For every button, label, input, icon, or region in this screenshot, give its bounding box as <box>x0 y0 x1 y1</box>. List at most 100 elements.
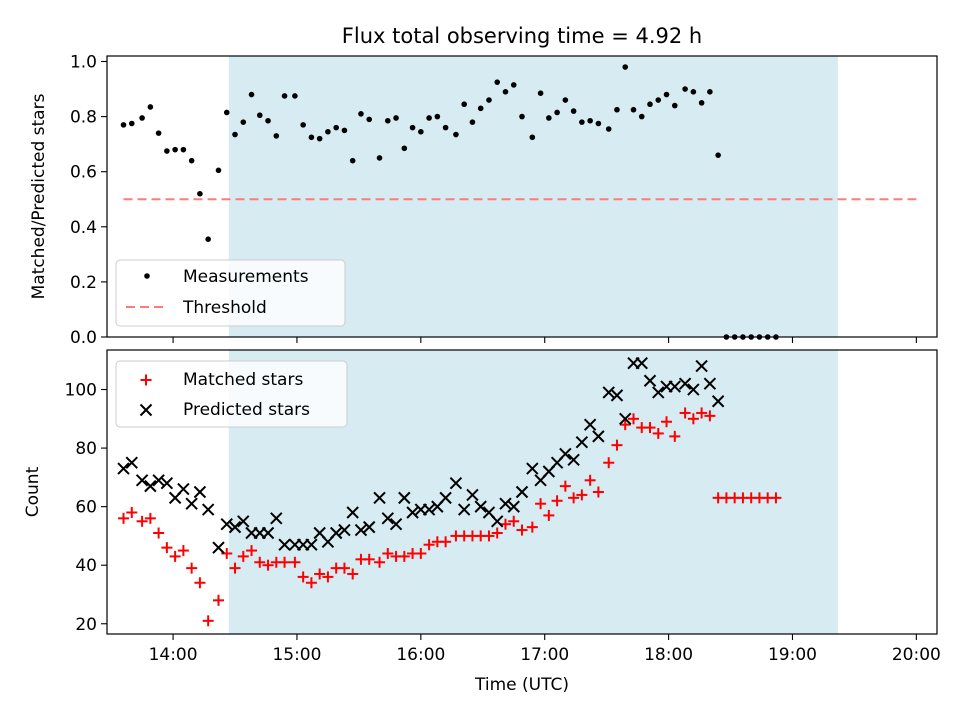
measurement-point <box>682 86 688 92</box>
measurement-point <box>409 124 416 131</box>
matched-star-point <box>423 539 435 551</box>
predicted-star-point <box>125 456 138 469</box>
top-panel: 0.0 0.2 0.4 0.6 0.8 1.0 Matched/Predicted sta… <box>29 53 938 348</box>
matched-star-point <box>696 407 708 419</box>
matched-star-point <box>153 527 165 539</box>
bottom-y-ticks: 20 40 60 80 100 <box>65 381 107 635</box>
predicted-star-point <box>144 479 157 493</box>
measurement-point <box>638 113 645 120</box>
predicted-star-point <box>439 491 452 505</box>
matched-star-point <box>126 506 138 518</box>
x-tick-label: 15:00 <box>272 645 321 665</box>
measurement-point <box>215 167 222 174</box>
measurement-point <box>401 145 408 152</box>
matched-star-point <box>543 509 555 521</box>
matched-star-point <box>483 530 495 542</box>
measurement-point <box>308 134 315 141</box>
predicted-star-point <box>398 491 411 505</box>
legend-predicted-marker <box>139 403 153 417</box>
predicted-star-point <box>237 515 250 528</box>
measurement-point <box>562 97 569 103</box>
y-tick-label: 40 <box>75 556 97 576</box>
top-legend: Measurements Threshold <box>115 259 346 327</box>
x-tick-label: 16:00 <box>396 645 445 665</box>
predicted-star-point <box>422 503 436 516</box>
measurement-point <box>671 102 678 109</box>
measurement-point <box>647 101 653 108</box>
measurement-point <box>248 91 255 98</box>
matched-star-point <box>440 536 452 548</box>
measurement-point <box>265 117 271 124</box>
matched-star-point <box>559 480 571 492</box>
matched-star-point <box>704 410 716 422</box>
predicted-star-point <box>457 503 471 516</box>
measurement-point <box>469 119 476 125</box>
y-tick-label: 20 <box>75 615 97 635</box>
measurement-point <box>273 133 280 139</box>
measurement-points <box>120 64 779 340</box>
predicted-star-point <box>160 477 174 490</box>
measurement-point <box>164 148 170 154</box>
predicted-star-point <box>389 517 403 531</box>
matched-star-point <box>177 545 189 557</box>
x-tick-label: 18:00 <box>644 645 693 665</box>
matched-star-point <box>627 413 639 425</box>
predicted-star-point <box>406 506 419 519</box>
matched-star-point <box>516 524 528 536</box>
measurement-point <box>240 119 247 125</box>
measurement-point <box>690 89 697 95</box>
measurement-point <box>434 113 441 120</box>
matched-star-point <box>279 556 291 568</box>
top-y-axis-label: Matched/Predicted stars <box>29 93 49 299</box>
y-tick-label: 0.2 <box>70 273 97 293</box>
predicted-star-point <box>449 477 463 490</box>
predicted-star-point <box>363 520 376 534</box>
matched-star-point <box>526 521 538 533</box>
measurement-point <box>442 124 449 131</box>
predicted-star-points <box>117 356 725 554</box>
matched-star-point <box>611 439 623 451</box>
top-plot-frame <box>106 55 938 338</box>
matched-star-point <box>338 562 350 574</box>
predicted-star-point <box>602 386 615 399</box>
chart-title: Flux total observing time = 4.92 h <box>342 24 702 48</box>
measurement-point <box>393 115 399 121</box>
predicted-star-point <box>559 447 572 461</box>
measurement-point <box>300 122 306 128</box>
legend-measurements-marker <box>144 273 150 279</box>
matched-star-point <box>415 547 427 559</box>
predicted-star-point <box>652 386 665 399</box>
measurement-point <box>223 109 230 116</box>
legend-plus-glyph <box>140 374 152 386</box>
measurement-point <box>128 120 135 127</box>
measurement-point <box>281 93 288 99</box>
measurement-point <box>554 109 560 116</box>
predicted-star-point <box>526 462 539 475</box>
bottom-x-ticks: 14:00 15:00 16:00 17:00 18:00 19:00 20:00 <box>149 634 941 665</box>
measurement-point <box>418 128 424 135</box>
measurement-point <box>537 90 544 96</box>
matched-star-point <box>144 512 156 524</box>
predicted-star-point <box>583 418 597 431</box>
matched-star-point <box>305 577 317 589</box>
legend-predicted-label: Predicted stars <box>183 400 310 420</box>
predicted-star-point <box>373 491 386 505</box>
y-tick-label: 100 <box>65 381 97 401</box>
predicted-star-point <box>261 526 275 540</box>
measurement-point <box>570 108 577 114</box>
matched-star-point <box>679 407 691 419</box>
matched-star-point <box>661 416 673 428</box>
y-tick-label: 0.0 <box>70 328 97 348</box>
predicted-star-point <box>668 380 681 393</box>
predicted-star-point <box>491 515 504 528</box>
matched-star-point <box>382 547 394 559</box>
legend-threshold-label: Threshold <box>182 298 267 318</box>
top-x-ticks <box>172 337 917 343</box>
predicted-star-point <box>177 482 190 496</box>
matched-star-point <box>297 571 309 583</box>
y-tick-label: 60 <box>75 498 97 518</box>
predicted-star-point <box>567 453 580 467</box>
measurement-point <box>614 106 620 113</box>
predicted-star-point <box>228 520 242 534</box>
